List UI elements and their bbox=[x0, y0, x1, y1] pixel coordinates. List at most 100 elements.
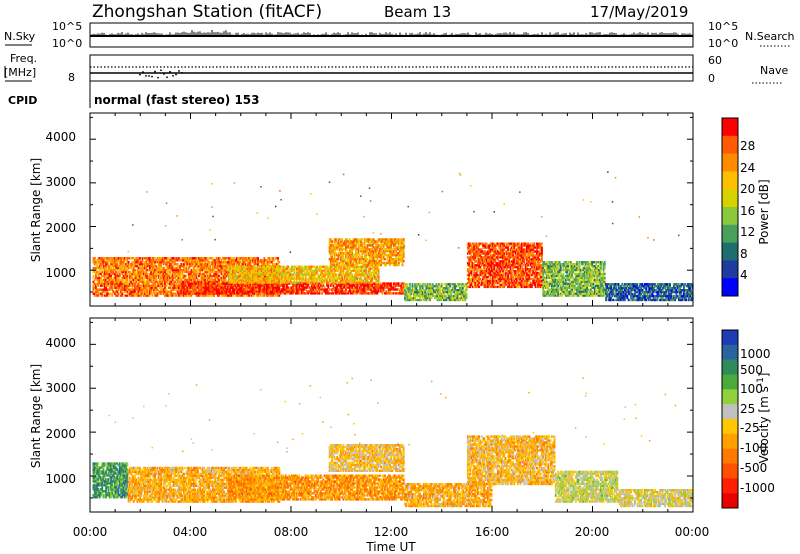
echo-cell bbox=[218, 294, 220, 297]
echo-cell bbox=[316, 286, 318, 289]
echo-cell bbox=[282, 286, 285, 289]
echo-cell bbox=[343, 244, 346, 247]
echo-cell bbox=[308, 279, 311, 282]
echo-cell bbox=[103, 284, 106, 287]
echo-cell bbox=[348, 275, 351, 278]
echo-cell bbox=[318, 286, 321, 289]
echo-cell bbox=[184, 274, 187, 278]
echo-cell bbox=[387, 254, 390, 257]
echo-cell bbox=[254, 284, 257, 287]
echo-cell bbox=[107, 272, 110, 276]
echo-cell bbox=[249, 257, 252, 260]
echo-cell bbox=[273, 273, 276, 276]
echo-cell bbox=[357, 259, 360, 263]
echo-cell bbox=[363, 292, 366, 295]
echo-cell bbox=[275, 294, 278, 297]
echo-cell bbox=[243, 288, 246, 291]
echo-cell bbox=[321, 269, 324, 272]
echo-cell bbox=[395, 254, 398, 257]
echo-cell bbox=[180, 282, 183, 285]
echo-cell bbox=[328, 281, 331, 284]
echo-cell bbox=[345, 292, 347, 295]
echo-cell bbox=[223, 282, 226, 285]
echo-cell bbox=[289, 286, 292, 289]
echo-cell bbox=[399, 252, 401, 255]
echo-cell bbox=[177, 286, 180, 289]
echo-cell bbox=[350, 250, 352, 253]
echo-cell bbox=[209, 278, 212, 282]
echo-cell bbox=[338, 252, 341, 255]
echo-cell bbox=[159, 257, 161, 260]
echo-cell bbox=[190, 276, 193, 280]
echo-cell bbox=[228, 267, 231, 270]
echo-cell bbox=[294, 273, 297, 276]
echo-cell bbox=[193, 261, 195, 264]
nave-dot bbox=[154, 70, 156, 73]
echo-cell bbox=[121, 257, 124, 260]
echo-cell bbox=[93, 259, 96, 262]
echo-cell bbox=[299, 277, 302, 280]
echo-cell bbox=[340, 265, 342, 268]
echo-cell bbox=[169, 272, 171, 276]
echo-cell bbox=[348, 284, 351, 287]
echo-cell bbox=[205, 284, 208, 287]
echo-cell bbox=[108, 286, 111, 289]
echo-cell bbox=[233, 273, 236, 276]
echo-cell bbox=[156, 257, 159, 260]
nave-label: Nave bbox=[760, 64, 788, 77]
echo-cell bbox=[335, 254, 337, 257]
echo-cell bbox=[235, 279, 238, 282]
echo-cell bbox=[232, 290, 234, 293]
echo-cell bbox=[135, 261, 138, 264]
echo-cell bbox=[110, 261, 112, 264]
echo-cell bbox=[200, 290, 203, 293]
echo-cell bbox=[353, 258, 356, 261]
echo-cell bbox=[326, 265, 329, 268]
echo-cell bbox=[277, 261, 280, 264]
echo-cell bbox=[195, 257, 198, 260]
echo-cell bbox=[366, 282, 369, 285]
echo-cell bbox=[319, 284, 322, 287]
echo-cell bbox=[282, 290, 285, 293]
echo-cell bbox=[386, 250, 389, 253]
echo-cell bbox=[262, 288, 264, 291]
echo-cell bbox=[103, 278, 106, 282]
echo-cell bbox=[372, 275, 375, 278]
echo-cell bbox=[355, 271, 357, 274]
echo-cell bbox=[177, 270, 180, 274]
echo-cell bbox=[312, 284, 315, 287]
echo-cell bbox=[135, 280, 138, 284]
echo-cell bbox=[180, 270, 183, 274]
echo-cell bbox=[145, 274, 148, 278]
echo-cell bbox=[366, 238, 369, 241]
echo-cell bbox=[201, 286, 204, 289]
echo-cell bbox=[213, 284, 215, 287]
echo-cell bbox=[280, 279, 283, 282]
echo-cell bbox=[225, 294, 228, 297]
echo-cell bbox=[360, 277, 362, 280]
echo-cell bbox=[161, 274, 164, 278]
echo-cell bbox=[274, 288, 277, 291]
echo-cell bbox=[316, 290, 318, 293]
echo-cell bbox=[274, 284, 277, 287]
echo-cell bbox=[118, 272, 121, 276]
echo-cell bbox=[327, 286, 330, 289]
echo-cell bbox=[228, 294, 231, 297]
echo-cell bbox=[216, 266, 219, 270]
echo-cell bbox=[95, 284, 97, 287]
echo-cell bbox=[235, 269, 238, 272]
echo-cell bbox=[117, 284, 120, 287]
echo-cell bbox=[283, 281, 286, 284]
echo-cell bbox=[162, 282, 165, 285]
echo-cell bbox=[257, 294, 259, 297]
echo-cell bbox=[186, 263, 189, 266]
echo-cell bbox=[204, 265, 207, 268]
echo-cell bbox=[218, 292, 220, 295]
echo-cell bbox=[142, 290, 145, 293]
echo-cell bbox=[277, 267, 280, 270]
echo-cell bbox=[145, 284, 148, 287]
echo-cell bbox=[356, 284, 359, 287]
echo-cell bbox=[220, 272, 223, 276]
echo-cell bbox=[112, 257, 115, 260]
echo-cell bbox=[336, 254, 339, 257]
